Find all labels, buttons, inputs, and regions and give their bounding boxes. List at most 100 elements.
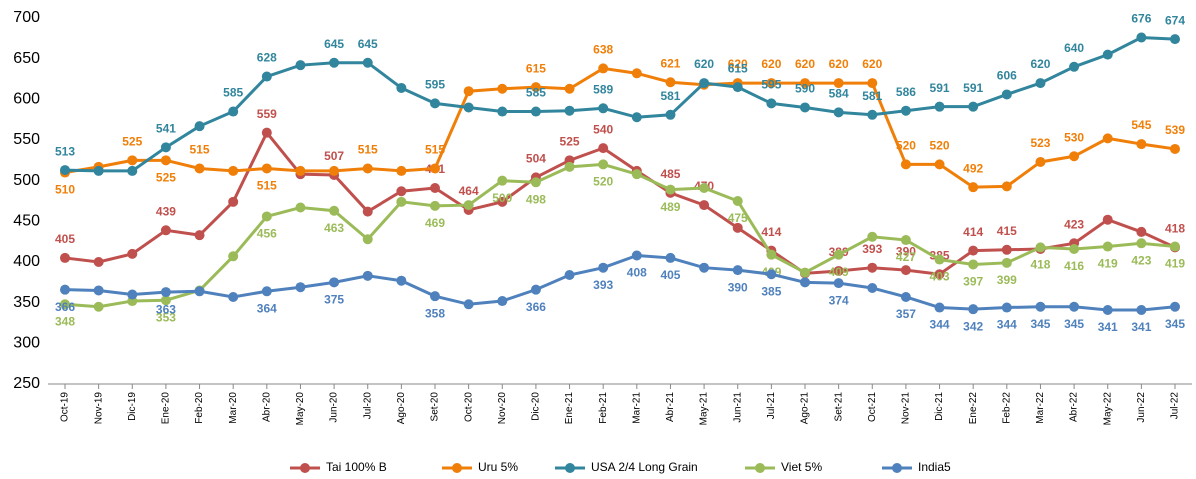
data-point [60, 165, 70, 176]
data-label: 545 [1131, 118, 1151, 132]
data-point [1102, 304, 1113, 315]
x-tick-label: Abr-22 [1069, 392, 1080, 422]
data-point [900, 265, 911, 276]
x-tick-label: Set-20 [430, 392, 441, 422]
data-point [1102, 133, 1113, 144]
data-label: 620 [728, 57, 748, 71]
data-point [228, 251, 239, 262]
data-label: 525 [156, 171, 176, 185]
data-point [60, 252, 70, 263]
data-point [1102, 214, 1113, 225]
data-point [1001, 89, 1012, 100]
data-point [800, 267, 810, 278]
data-point [160, 155, 171, 166]
legend-marker [755, 463, 765, 473]
data-point [732, 82, 743, 93]
data-point [598, 103, 609, 114]
data-label: 393 [862, 242, 882, 256]
data-label: 498 [526, 192, 546, 206]
data-label: 674 [1165, 13, 1185, 27]
data-point [699, 78, 710, 89]
data-label: 541 [156, 121, 176, 135]
data-label: 344 [930, 318, 950, 332]
data-label: 620 [829, 57, 849, 71]
data-label: 645 [324, 37, 344, 51]
data-point [362, 57, 373, 68]
data-point [160, 295, 171, 306]
data-point [1035, 242, 1046, 253]
data-point [1170, 301, 1180, 312]
data-label: 620 [795, 57, 815, 71]
data-label: 523 [1030, 136, 1050, 150]
data-label: 385 [761, 284, 781, 298]
x-tick-label: Jun-21 [732, 392, 743, 423]
data-label: 525 [560, 135, 580, 149]
x-tick-label: Nov-19 [93, 392, 104, 425]
data-point [732, 196, 743, 206]
data-point [665, 252, 676, 263]
data-point [60, 299, 70, 310]
data-point [867, 109, 878, 120]
data-point [430, 291, 440, 302]
data-label: 393 [593, 278, 613, 292]
data-point [598, 262, 609, 273]
data-point [1069, 243, 1080, 254]
data-label: 645 [358, 37, 378, 51]
x-tick-label: Ene-20 [161, 392, 172, 425]
data-point [732, 222, 743, 233]
data-point [1001, 244, 1012, 255]
data-label: 615 [728, 61, 748, 75]
data-label: 539 [1165, 123, 1185, 137]
data-label: 485 [660, 167, 680, 181]
y-tick-label: 650 [13, 50, 40, 67]
x-tick-label: May-20 [295, 392, 306, 426]
data-point [665, 184, 676, 195]
data-label: 463 [324, 221, 344, 235]
data-label: 615 [526, 61, 546, 75]
data-point [631, 68, 642, 79]
data-point [295, 60, 306, 71]
x-tick-label: Feb-22 [1001, 392, 1012, 424]
data-label: 464 [459, 184, 479, 198]
data-label: 390 [728, 280, 748, 294]
data-point [60, 284, 70, 295]
data-point [968, 101, 979, 112]
data-label: 520 [593, 175, 613, 189]
data-label: 515 [257, 179, 277, 193]
data-label: 515 [358, 143, 378, 157]
legend-label: USA 2/4 Long Grain [591, 460, 698, 474]
data-point [261, 163, 272, 174]
data-point [329, 205, 340, 216]
data-label: 513 [55, 144, 75, 158]
data-point [1136, 226, 1147, 237]
data-point [127, 248, 138, 259]
x-tick-label: Jul-22 [1170, 392, 1181, 420]
data-label: 620 [694, 57, 714, 71]
data-label: 492 [963, 161, 983, 175]
data-point [463, 102, 474, 113]
data-point [833, 78, 844, 89]
data-label: 591 [963, 81, 983, 95]
x-tick-label: Mar-20 [228, 392, 239, 424]
data-point [160, 225, 171, 236]
data-label: 559 [257, 107, 277, 121]
data-point [329, 165, 340, 176]
data-label: 416 [1064, 259, 1084, 273]
data-label: 621 [660, 56, 680, 70]
data-point [194, 230, 205, 241]
data-point [564, 161, 575, 172]
data-point [1035, 156, 1046, 167]
data-point [430, 98, 440, 109]
data-point [1035, 78, 1046, 89]
data-point [261, 286, 272, 297]
data-point [160, 142, 171, 153]
data-point [463, 299, 474, 310]
data-point [228, 106, 239, 117]
data-point [1035, 301, 1046, 312]
legend-marker [892, 463, 902, 473]
data-label: 341 [1098, 320, 1118, 334]
data-label: 456 [257, 227, 277, 241]
data-point [665, 109, 676, 120]
data-point [261, 211, 272, 222]
data-label: 341 [1131, 320, 1151, 334]
